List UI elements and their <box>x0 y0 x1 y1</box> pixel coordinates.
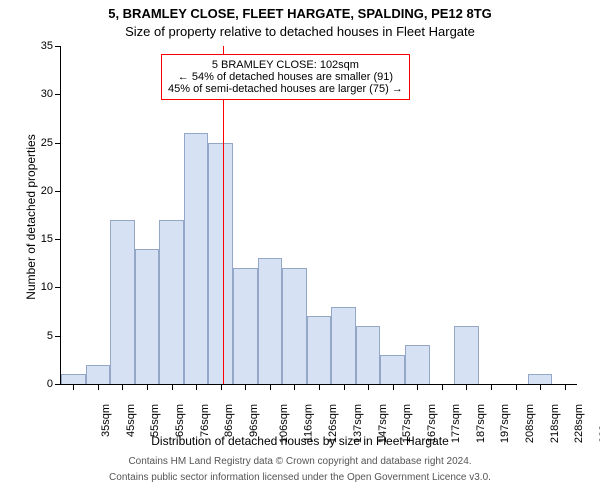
histogram-bar <box>110 220 135 384</box>
xtick-mark <box>466 384 467 390</box>
ytick-label: 30 <box>41 88 61 100</box>
xtick-mark <box>147 384 148 390</box>
histogram-bar <box>307 316 332 384</box>
xtick-mark <box>491 384 492 390</box>
ytick-label: 35 <box>41 40 61 52</box>
x-axis-label: Distribution of detached houses by size … <box>0 434 600 448</box>
histogram-bar <box>356 326 381 384</box>
ytick-label: 5 <box>47 330 61 342</box>
ytick-label: 15 <box>41 233 61 245</box>
annotation-line2: ← 54% of detached houses are smaller (91… <box>168 71 403 83</box>
xtick-mark <box>417 384 418 390</box>
xtick-mark <box>73 384 74 390</box>
xtick-label: 65sqm <box>174 404 186 437</box>
chart-container: { "layout": { "title1_top": 6, "title2_t… <box>0 0 600 500</box>
xtick-mark <box>294 384 295 390</box>
histogram-bar <box>454 326 479 384</box>
xtick-mark <box>172 384 173 390</box>
histogram-bar <box>208 143 233 384</box>
histogram-bar <box>282 268 307 384</box>
ytick-label: 10 <box>41 281 61 293</box>
xtick-mark <box>344 384 345 390</box>
xtick-mark <box>540 384 541 390</box>
footer-line2: Contains public sector information licen… <box>0 472 600 483</box>
histogram-bar <box>86 365 111 384</box>
footer-line1: Contains HM Land Registry data © Crown c… <box>0 456 600 467</box>
annotation-box: 5 BRAMLEY CLOSE: 102sqm ← 54% of detache… <box>161 54 410 100</box>
xtick-mark <box>98 384 99 390</box>
xtick-mark <box>196 384 197 390</box>
histogram-bar <box>61 374 86 384</box>
histogram-bar <box>184 133 209 384</box>
xtick-label: 45sqm <box>125 404 137 437</box>
xtick-label: 86sqm <box>223 404 235 437</box>
histogram-bar <box>331 307 356 384</box>
ytick-label: 20 <box>41 185 61 197</box>
xtick-mark <box>565 384 566 390</box>
y-axis-label: Number of detached properties <box>24 48 38 386</box>
histogram-bar <box>528 374 553 384</box>
xtick-mark <box>393 384 394 390</box>
plot-area: 05101520253035 35sqm45sqm55sqm65sqm76sqm… <box>60 46 577 385</box>
histogram-bar <box>380 355 405 384</box>
xtick-mark <box>122 384 123 390</box>
xtick-label: 76sqm <box>199 404 211 437</box>
xtick-label: 35sqm <box>100 404 112 437</box>
histogram-bar <box>405 345 430 384</box>
annotation-line3: 45% of semi-detached houses are larger (… <box>168 83 403 95</box>
xtick-mark <box>319 384 320 390</box>
xtick-label: 96sqm <box>248 404 260 437</box>
xtick-label: 55sqm <box>149 404 161 437</box>
histogram-bar <box>159 220 184 384</box>
histogram-bar <box>233 268 258 384</box>
xtick-mark <box>516 384 517 390</box>
chart-title-line1: 5, BRAMLEY CLOSE, FLEET HARGATE, SPALDIN… <box>0 6 600 21</box>
xtick-mark <box>368 384 369 390</box>
xtick-mark <box>442 384 443 390</box>
histogram-bar <box>258 258 283 384</box>
xtick-mark <box>221 384 222 390</box>
ytick-label: 0 <box>47 378 61 390</box>
ytick-label: 25 <box>41 137 61 149</box>
xtick-mark <box>270 384 271 390</box>
annotation-line1: 5 BRAMLEY CLOSE: 102sqm <box>168 59 403 71</box>
chart-title-line2: Size of property relative to detached ho… <box>0 24 600 39</box>
xtick-mark <box>245 384 246 390</box>
histogram-bar <box>135 249 160 384</box>
